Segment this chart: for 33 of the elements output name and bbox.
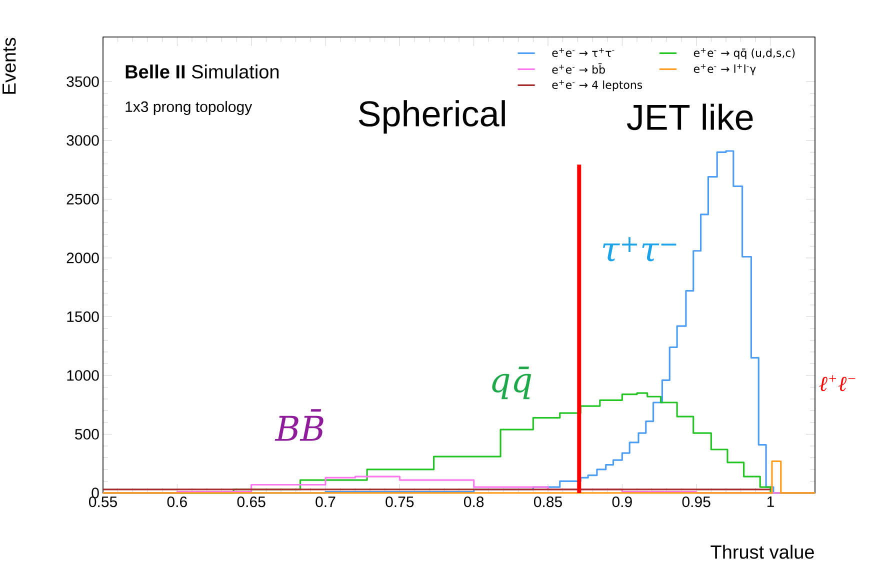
x-tick-label: 0.7 xyxy=(316,496,336,508)
annotation: BB̄ xyxy=(274,409,324,441)
y-axis-title: Events xyxy=(2,38,16,94)
legend-label: e$^{+}$e$^{-}$ → 4 leptons xyxy=(552,80,642,92)
legend-label: e$^{+}$e$^{-}$ → τ$^{+}$τ$^{-}$ xyxy=(552,48,614,57)
text: e$^{+}$e$^{-}$ → l$^{+}$l$^{-}$γ xyxy=(694,64,756,76)
text: 1x3 prong topology xyxy=(126,101,252,116)
annotation: JET like xyxy=(626,104,753,130)
text: ℓ$^{+}$ℓ$^{−}$ xyxy=(819,375,856,392)
x-tick-label: 0.8 xyxy=(464,496,484,508)
x-tick-label: 0.6 xyxy=(167,496,187,508)
y-tick-label: 2500 xyxy=(66,194,99,204)
annotation: Spherical xyxy=(358,100,505,134)
x-tick-label: 0.55 xyxy=(88,496,117,508)
x-axis-title: Thrust value xyxy=(710,544,814,559)
y-tick-label: 0 xyxy=(92,488,99,498)
y-tick-label: 1000 xyxy=(67,370,99,381)
y-tick-label: 3000 xyxy=(66,135,99,146)
x-tick-label: 1 xyxy=(767,496,774,507)
x-tick-label: 0.9 xyxy=(612,496,632,508)
y-tick-label: 500 xyxy=(75,428,99,440)
y-tick-label: 2000 xyxy=(66,252,99,264)
y-tick-label: 1500 xyxy=(67,311,99,322)
annotation: τ$^{+}$τ$^{−}$ xyxy=(602,237,676,262)
legend-label: e$^{+}$e$^{-}$ → qq̄ (u,d,s,c) xyxy=(694,48,795,60)
text: Belle II Simulation xyxy=(126,64,279,79)
x-tick-label: 0.85 xyxy=(534,496,562,508)
x-tick-label: 0.75 xyxy=(386,496,414,508)
annotation: qq̄ xyxy=(492,366,532,400)
x-tick-label: 0.65 xyxy=(237,496,266,508)
legend-label: e$^{+}$e$^{-}$ → bb̄ xyxy=(552,63,605,74)
y-tick-label: 3500 xyxy=(66,76,99,87)
x-tick-label: 0.95 xyxy=(682,496,710,508)
